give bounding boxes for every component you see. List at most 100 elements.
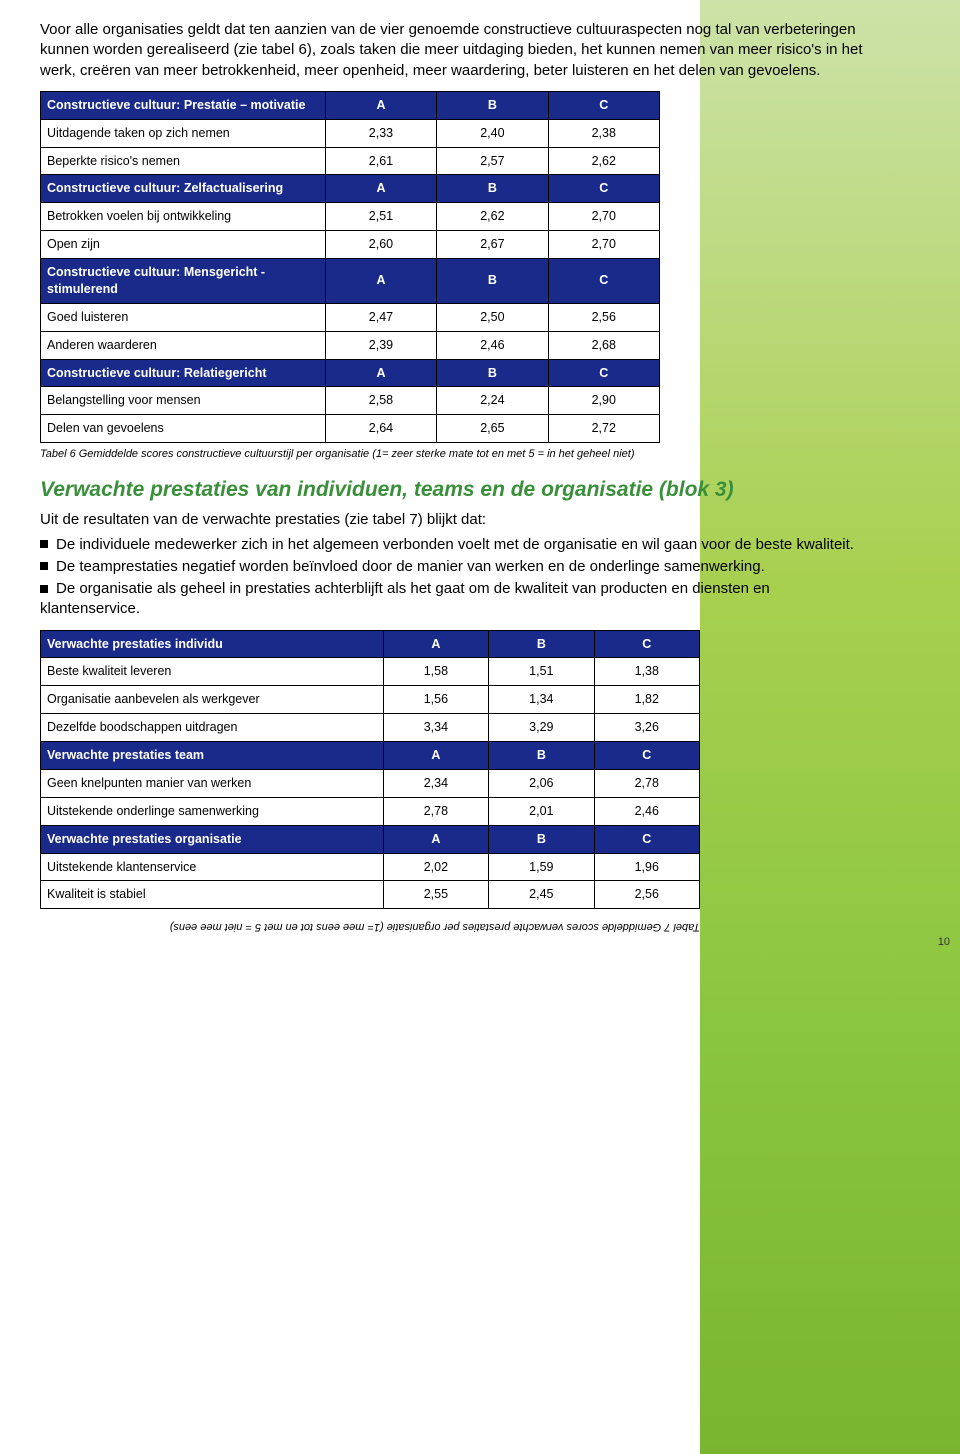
table-header-col: C <box>548 91 659 119</box>
table-header-label: Constructieve cultuur: Relatiegericht <box>41 359 326 387</box>
cell-value: 2,58 <box>325 387 436 415</box>
table-header-col: C <box>548 259 659 304</box>
table-header-col: C <box>594 825 699 853</box>
table-header-col: C <box>594 630 699 658</box>
bullet-text: De individuele medewerker zich in het al… <box>56 536 854 553</box>
list-item: De individuele medewerker zich in het al… <box>40 535 870 555</box>
table-row: Beperkte risico's nemen2,612,572,62 <box>41 147 660 175</box>
row-label: Uitstekende klantenservice <box>41 853 384 881</box>
cell-value: 2,65 <box>437 415 548 443</box>
cell-value: 2,90 <box>548 387 659 415</box>
bullet-list: De individuele medewerker zich in het al… <box>40 535 870 620</box>
section-heading: Verwachte prestaties van individuen, tea… <box>40 476 870 504</box>
table-row: Goed luisteren2,472,502,56 <box>41 303 660 331</box>
table-6-caption: Tabel 6 Gemiddelde scores constructieve … <box>40 447 700 462</box>
table-row: Open zijn2,602,672,70 <box>41 231 660 259</box>
cell-value: 2,06 <box>489 769 594 797</box>
cell-value: 2,56 <box>594 881 699 909</box>
table-header-label: Constructieve cultuur: Prestatie – motiv… <box>41 91 326 119</box>
cell-value: 1,58 <box>383 658 488 686</box>
cell-value: 2,38 <box>548 119 659 147</box>
cell-value: 2,62 <box>437 203 548 231</box>
table-row: Uitstekende klantenservice2,021,591,96 <box>41 853 700 881</box>
cell-value: 2,40 <box>437 119 548 147</box>
cell-value: 2,70 <box>548 231 659 259</box>
table-header-label: Verwachte prestaties organisatie <box>41 825 384 853</box>
cell-value: 2,78 <box>383 797 488 825</box>
page-number: 10 <box>938 936 950 948</box>
cell-value: 2,55 <box>383 881 488 909</box>
row-label: Open zijn <box>41 231 326 259</box>
table-header-col: A <box>325 259 436 304</box>
cell-value: 3,29 <box>489 714 594 742</box>
row-label: Uitdagende taken op zich nemen <box>41 119 326 147</box>
cell-value: 2,24 <box>437 387 548 415</box>
table-header-col: B <box>437 259 548 304</box>
cell-value: 2,51 <box>325 203 436 231</box>
cell-value: 2,78 <box>594 769 699 797</box>
bullet-text: De teamprestaties negatief worden beïnvl… <box>56 558 765 575</box>
cell-value: 2,57 <box>437 147 548 175</box>
cell-value: 2,01 <box>489 797 594 825</box>
table-header-col: C <box>548 359 659 387</box>
row-label: Uitstekende onderlinge samenwerking <box>41 797 384 825</box>
table-row: Dezelfde boodschappen uitdragen3,343,293… <box>41 714 700 742</box>
bullet-icon <box>40 585 48 593</box>
cell-value: 2,50 <box>437 303 548 331</box>
cell-value: 2,46 <box>594 797 699 825</box>
table-7: Verwachte prestaties individuABCBeste kw… <box>40 630 700 910</box>
table-row: Organisatie aanbevelen als werkgever1,56… <box>41 686 700 714</box>
list-item: De teamprestaties negatief worden beïnvl… <box>40 557 870 577</box>
table-row: Belangstelling voor mensen2,582,242,90 <box>41 387 660 415</box>
table-header-col: A <box>383 630 488 658</box>
cell-value: 1,59 <box>489 853 594 881</box>
row-label: Betrokken voelen bij ontwikkeling <box>41 203 326 231</box>
cell-value: 2,61 <box>325 147 436 175</box>
bullet-icon <box>40 540 48 548</box>
table-header-col: B <box>489 630 594 658</box>
row-label: Anderen waarderen <box>41 331 326 359</box>
table-header-row: Verwachte prestaties individuABC <box>41 630 700 658</box>
table-header-col: A <box>325 359 436 387</box>
cell-value: 2,64 <box>325 415 436 443</box>
cell-value: 1,96 <box>594 853 699 881</box>
table-header-col: A <box>325 91 436 119</box>
table-row: Uitstekende onderlinge samenwerking2,782… <box>41 797 700 825</box>
table-header-row: Constructieve cultuur: RelatiegerichtABC <box>41 359 660 387</box>
cell-value: 3,26 <box>594 714 699 742</box>
cell-value: 1,34 <box>489 686 594 714</box>
cell-value: 2,62 <box>548 147 659 175</box>
results-lead: Uit de resultaten van de verwachte prest… <box>40 510 870 530</box>
table-header-row: Constructieve cultuur: Mensgericht - sti… <box>41 259 660 304</box>
table-row: Uitdagende taken op zich nemen2,332,402,… <box>41 119 660 147</box>
table-row: Kwaliteit is stabiel2,552,452,56 <box>41 881 700 909</box>
cell-value: 2,33 <box>325 119 436 147</box>
bullet-icon <box>40 562 48 570</box>
table-header-col: B <box>489 742 594 770</box>
table-header-row: Constructieve cultuur: Prestatie – motiv… <box>41 91 660 119</box>
cell-value: 2,70 <box>548 203 659 231</box>
table-header-col: C <box>548 175 659 203</box>
bullet-text: De organisatie als geheel in prestaties … <box>40 580 770 617</box>
table-header-col: A <box>325 175 436 203</box>
cell-value: 2,47 <box>325 303 436 331</box>
table-header-row: Verwachte prestaties teamABC <box>41 742 700 770</box>
cell-value: 2,56 <box>548 303 659 331</box>
table-6: Constructieve cultuur: Prestatie – motiv… <box>40 91 660 443</box>
cell-value: 2,02 <box>383 853 488 881</box>
cell-value: 2,39 <box>325 331 436 359</box>
cell-value: 2,72 <box>548 415 659 443</box>
page-content: Voor alle organisaties geldt dat ten aan… <box>0 0 960 954</box>
cell-value: 3,34 <box>383 714 488 742</box>
cell-value: 2,34 <box>383 769 488 797</box>
table-row: Delen van gevoelens2,642,652,72 <box>41 415 660 443</box>
row-label: Belangstelling voor mensen <box>41 387 326 415</box>
cell-value: 1,82 <box>594 686 699 714</box>
cell-value: 1,38 <box>594 658 699 686</box>
table-row: Betrokken voelen bij ontwikkeling2,512,6… <box>41 203 660 231</box>
table-header-label: Constructieve cultuur: Mensgericht - sti… <box>41 259 326 304</box>
table-header-row: Constructieve cultuur: Zelfactualisering… <box>41 175 660 203</box>
row-label: Organisatie aanbevelen als werkgever <box>41 686 384 714</box>
row-label: Dezelfde boodschappen uitdragen <box>41 714 384 742</box>
list-item: De organisatie als geheel in prestaties … <box>40 579 870 620</box>
